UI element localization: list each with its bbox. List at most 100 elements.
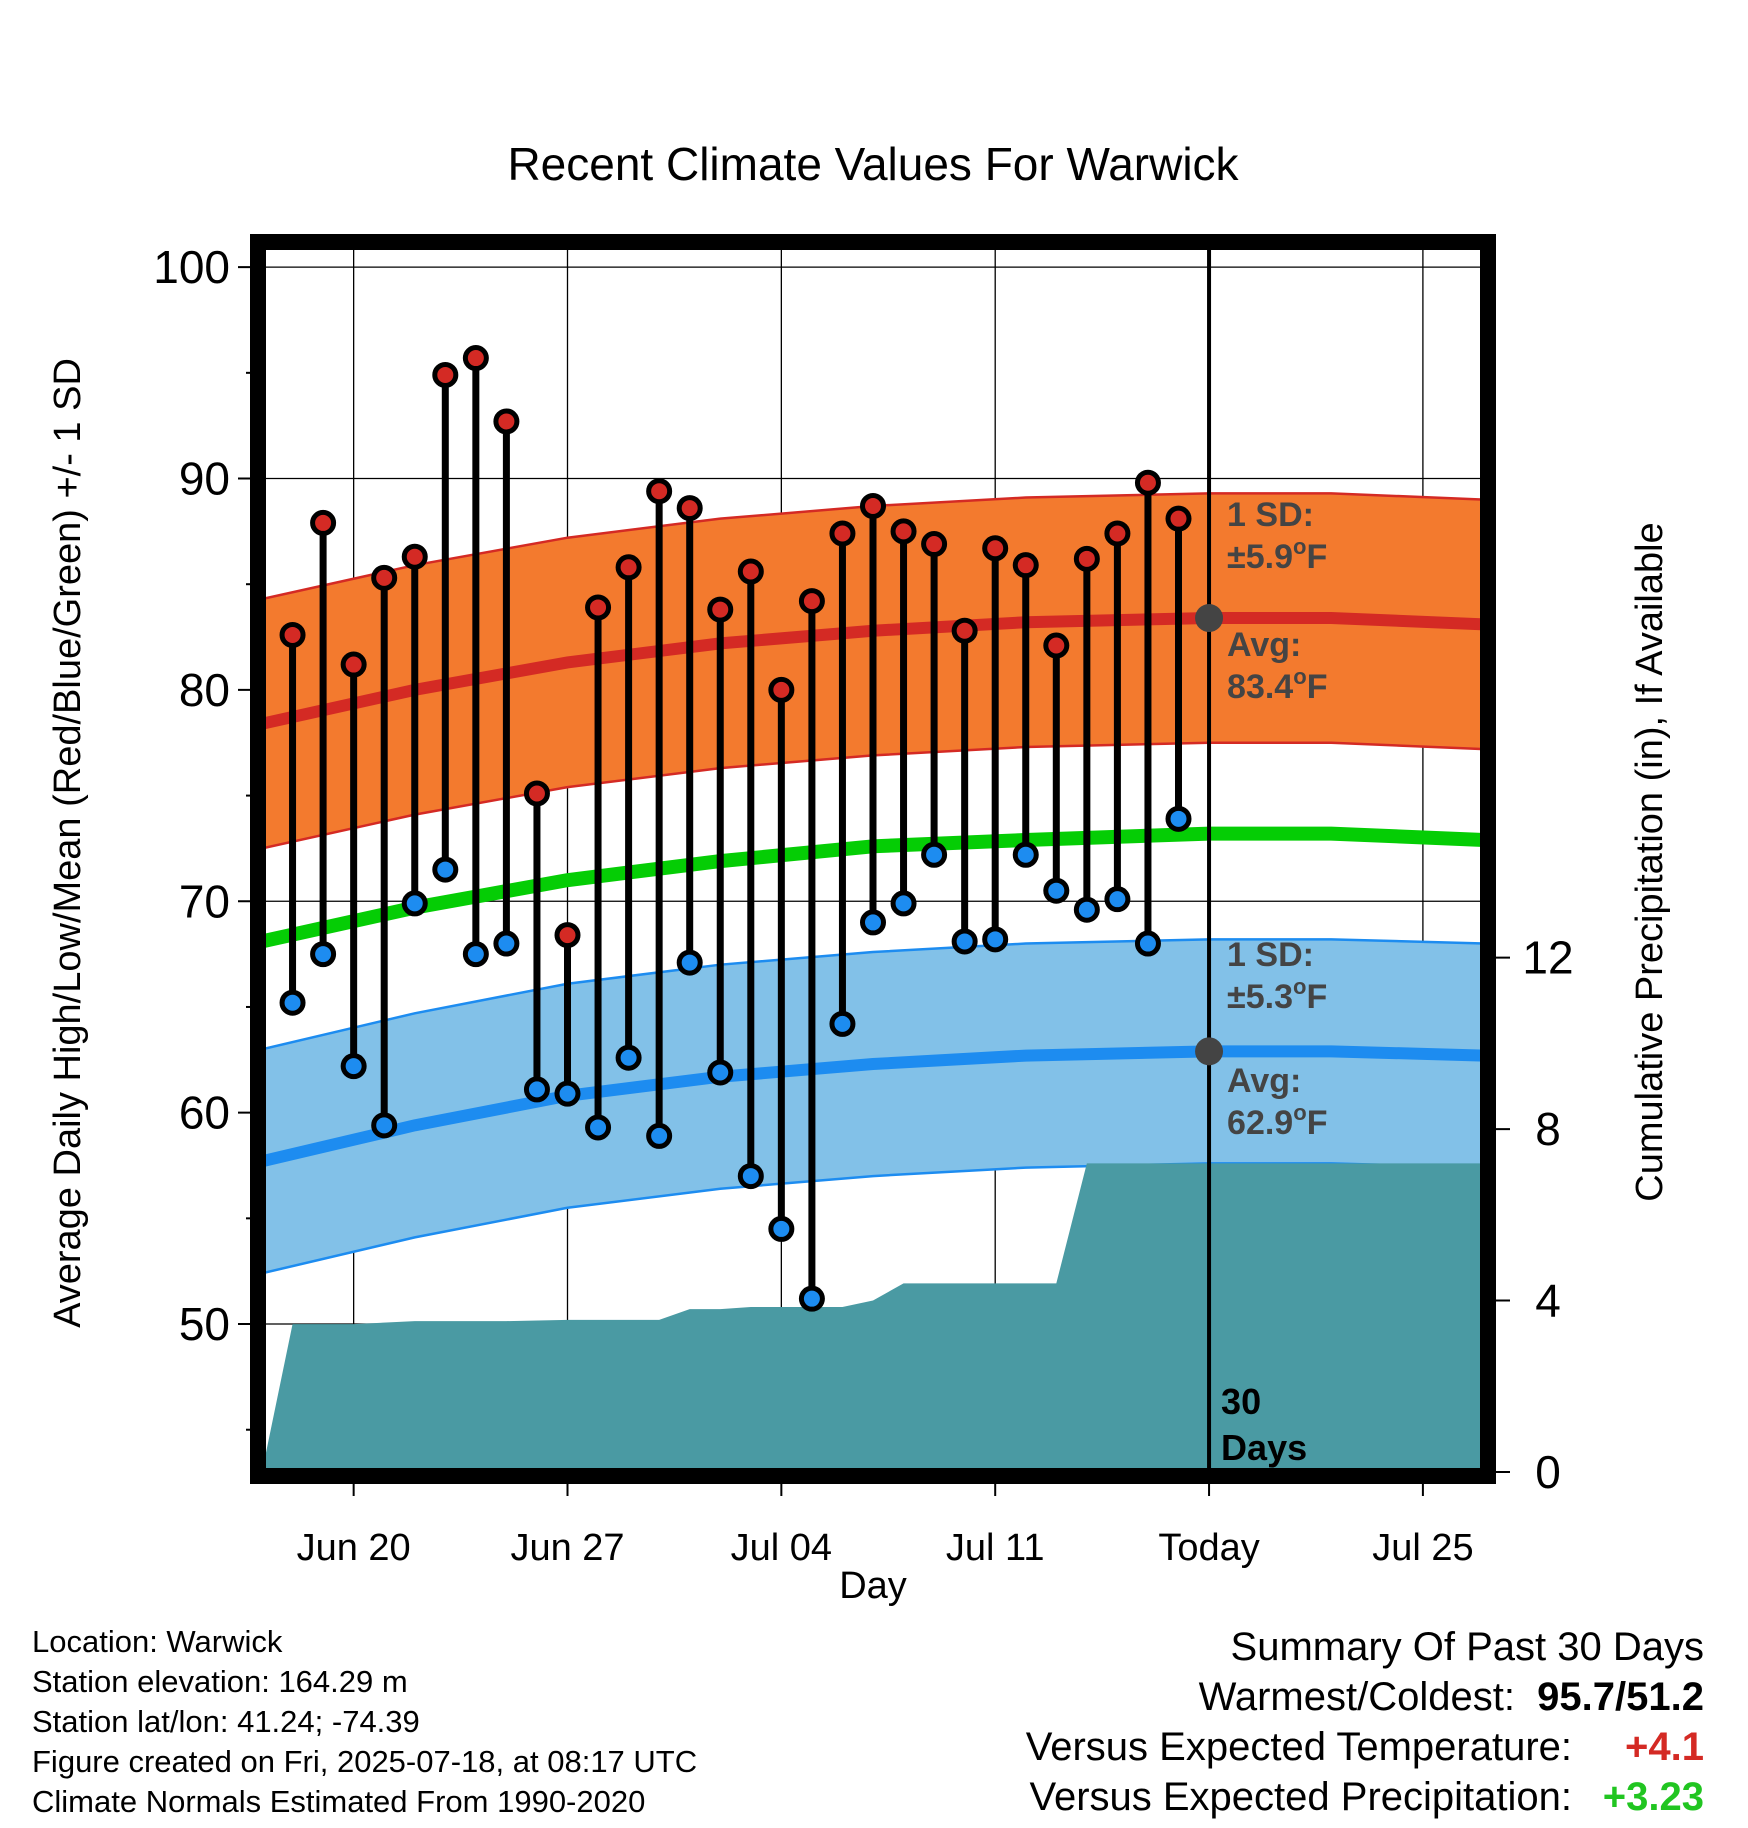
y2-tick-label: 4 [1535,1275,1561,1327]
daily-low-point [982,926,1009,953]
days-count-label: 30 [1221,1381,1261,1422]
location-text: Location: Warwick [32,1624,283,1659]
daily-low-point [340,1053,367,1080]
daily-low-point [1043,877,1070,904]
x-tick-label: Jun 27 [510,1527,624,1569]
low-sd-label: 1 SD: [1227,936,1314,974]
daily-high-point [890,518,917,545]
daily-low-point [310,941,337,968]
x-tick-label: Jul 11 [946,1527,1045,1569]
daily-high-point [340,651,367,678]
climate-chart: Recent Climate Values For Warwick 1 SD:±… [47,138,1671,1607]
low-avg-label: Avg: [1227,1062,1301,1100]
daily-low-point [798,1285,825,1312]
daily-high-point [921,531,948,558]
daily-high-point [860,492,886,519]
latlon-text: Station lat/lon: 41.24; -74.39 [32,1704,420,1739]
daily-high-point [676,495,703,522]
daily-high-point [493,408,520,435]
elevation-text: Station elevation: 164.29 m [32,1664,408,1699]
x-tick-label: Jun 20 [297,1527,411,1569]
warm-cold-label: Warmest/Coldest: [1198,1675,1515,1719]
daily-low-point [1104,886,1131,913]
daily-low-point [951,928,978,955]
y2-tick-label: 0 [1535,1446,1561,1498]
daily-low-point [676,949,703,976]
daily-high-point [432,361,459,388]
daily-high-point [1104,520,1131,547]
days-word-label: Days [1221,1427,1307,1468]
daily-low-point [371,1112,398,1139]
temp-row: Versus Expected Temperature: +4.1 [1026,1722,1704,1772]
low-avg-value: 62.9oF [1227,1100,1327,1142]
warm-cold-row: Warmest/Coldest: 95.7/51.2 [1026,1672,1704,1722]
warm-cold-value: 95.7/51.2 [1537,1675,1704,1719]
daily-high-point [615,554,642,581]
plot-frame [250,234,1496,1484]
daily-low-point [707,1059,734,1086]
low-band-upper-edge [262,938,1484,1051]
daily-high-point [1043,632,1070,659]
daily-low-point [401,890,428,917]
precip-label: Versus Expected Precipitation: [1029,1775,1572,1819]
daily-high-point [768,676,795,703]
daily-low-point [829,1010,856,1037]
daily-high-point [951,617,978,644]
precip-row: Versus Expected Precipitation: +3.23 [1026,1772,1704,1822]
daily-low-point [768,1215,795,1242]
daily-low-point [1165,805,1192,832]
daily-low-point [1073,896,1100,923]
precip-area [262,1163,1484,1472]
created-text: Figure created on Fri, 2025-07-18, at 08… [32,1744,698,1779]
daily-high-point [310,509,337,536]
daily-low-point [1012,841,1039,868]
daily-low-point [615,1044,642,1071]
daily-low-point [585,1114,612,1141]
y-tick-label: 70 [179,875,230,927]
y-tick-label: 50 [179,1298,230,1350]
today-high-avg-marker [1195,604,1224,633]
daily-low-point [462,941,489,968]
y2-tick-label: 12 [1522,932,1573,984]
daily-high-point [371,564,398,591]
daily-high-point [401,543,428,570]
low-sd-value: ±5.3oF [1227,974,1327,1016]
daily-low-point [921,841,948,868]
daily-high-point [798,588,825,615]
daily-high-point [1073,545,1100,572]
high-avg-label: Avg: [1227,626,1301,664]
daily-high-point [737,558,764,585]
daily-high-point [1012,552,1039,579]
temp-label: Versus Expected Temperature: [1025,1725,1572,1769]
y-tick-label: 60 [179,1087,230,1139]
chart-title: Recent Climate Values For Warwick [507,138,1239,190]
daily-low-point [646,1122,673,1149]
daily-high-point [523,780,550,807]
daily-high-point [707,596,734,623]
y-tick-label: 100 [153,241,230,293]
daily-low-point [279,989,306,1016]
daily-high-point [829,520,856,547]
daily-high-point [585,594,612,621]
station-info: Location: Warwick Station elevation: 164… [32,1622,697,1822]
daily-high-point [982,535,1009,562]
y-tick-label: 80 [179,664,230,716]
y-axis-label: Average Daily High/Low/Mean (Red/Blue/Gr… [47,358,89,1328]
daily-high-point [554,922,581,949]
y2-tick-label: 8 [1535,1103,1561,1155]
summary-title: Summary Of Past 30 Days [1230,1625,1704,1669]
daily-high-point [1165,505,1192,532]
y-tick-label: 90 [179,453,230,505]
daily-low-point [737,1163,764,1190]
daily-low-point [890,890,917,917]
x-axis-label: Day [839,1565,907,1607]
x-tick-label: Jul 04 [731,1527,832,1569]
daily-low-point [523,1076,550,1103]
x-tick-label: Today [1158,1527,1259,1569]
daily-low-point [493,930,520,957]
daily-high-point [646,478,673,505]
daily-low-point [1134,930,1161,957]
normals-text: Climate Normals Estimated From 1990-2020 [32,1784,646,1819]
daily-low-point [554,1080,581,1107]
